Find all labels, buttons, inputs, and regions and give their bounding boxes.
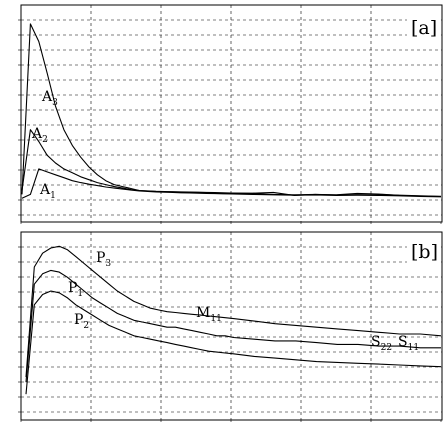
panel-a: [a] [18,4,443,224]
annotation-s22: S22 [371,334,392,353]
panel-a-tag: [a] [411,17,437,39]
annotation-m11: M11 [196,305,222,324]
panel-a-tag-bg [407,16,439,40]
panel-b-tag: [b] [411,241,438,263]
series-line-a1 [21,168,442,199]
series-line-p1 [25,269,441,383]
series-label-p1: P1 [68,280,83,299]
panel-b-series [25,245,442,395]
panel-a-series [21,23,442,199]
series-label-p3: P3 [96,250,111,269]
series-line-p3 [25,245,442,378]
series-label-a2: A2 [31,126,48,145]
series-label-p2: P2 [74,312,89,331]
panel-b: [b] [18,231,443,422]
series-label-a3: A3 [41,89,58,108]
panel-a-frame [20,4,443,223]
series-label-a1: A1 [39,182,56,201]
annotation-s11: S11 [398,334,419,353]
series-line-p2 [25,290,442,395]
panel-a-grid [18,5,442,224]
panel-b-tag-bg [407,240,439,264]
